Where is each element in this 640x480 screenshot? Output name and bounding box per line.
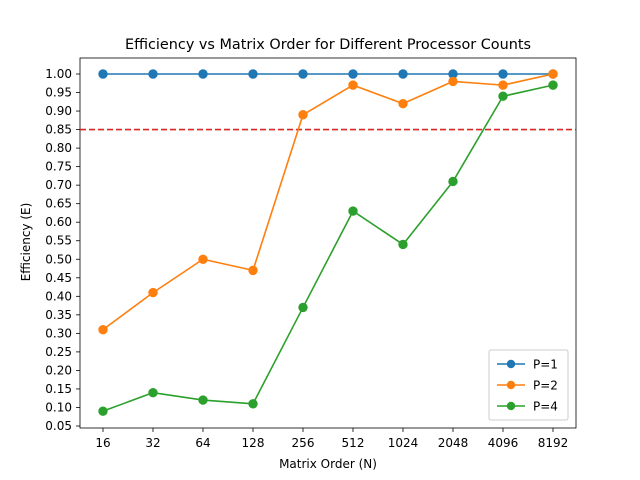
data-point (198, 254, 208, 264)
legend-label: P=4 (533, 400, 558, 414)
y-tick-label: 0.25 (45, 345, 72, 359)
y-axis-label: Efficiency (E) (19, 203, 33, 282)
data-point (98, 324, 108, 335)
x-tick-label: 2048 (438, 436, 469, 450)
x-tick-label: 128 (242, 436, 265, 450)
data-point (348, 206, 358, 216)
data-point (298, 110, 308, 120)
data-point (448, 176, 458, 187)
y-tick-label: 0.10 (45, 400, 72, 414)
y-tick-label: 0.80 (45, 141, 72, 155)
x-tick-label: 512 (342, 436, 365, 450)
data-point (248, 399, 258, 409)
axes-frame (79, 57, 577, 429)
y-tick-label: 0.40 (45, 289, 72, 303)
y-tick-label: 0.60 (45, 215, 72, 229)
series-line-P=2 (102, 73, 554, 331)
legend-marker (506, 380, 516, 390)
data-point (398, 98, 408, 109)
legend-marker (506, 359, 516, 369)
chart-title: Efficiency vs Matrix Order for Different… (125, 37, 531, 53)
y-tick-label: 1.00 (45, 67, 72, 81)
x-tick-label: 256 (292, 436, 315, 450)
y-tick-label: 0.75 (45, 160, 72, 174)
data-point (98, 69, 108, 79)
x-tick-label: 4096 (488, 436, 519, 450)
data-point (148, 287, 158, 298)
data-point (298, 69, 308, 79)
x-tick-label: 16 (95, 436, 110, 450)
data-point (398, 69, 408, 79)
legend-label: P=1 (533, 358, 558, 372)
y-tick-label: 0.05 (45, 419, 72, 433)
x-axis-label: Matrix Order (N) (279, 457, 377, 471)
legend-marker (506, 401, 516, 411)
data-point (298, 302, 308, 313)
legend-label: P=2 (533, 379, 558, 393)
y-tick-label: 0.15 (45, 382, 72, 396)
y-tick-label: 0.85 (45, 123, 72, 137)
y-tick-label: 0.35 (45, 308, 72, 322)
y-tick-label: 0.90 (45, 104, 72, 118)
data-point (198, 69, 208, 79)
data-point (498, 69, 508, 79)
series-line-P=4 (102, 84, 554, 412)
data-point (498, 91, 508, 101)
legend: P=1 P=2 P=4 (488, 349, 569, 421)
data-point (248, 69, 258, 79)
data-point (448, 76, 458, 87)
y-tick-label: 0.65 (45, 197, 72, 211)
y-tick-label: 0.20 (45, 363, 72, 377)
y-tick-label: 0.30 (45, 326, 72, 340)
data-point (348, 69, 358, 79)
y-tick-label: 0.45 (45, 271, 72, 285)
data-point (148, 69, 158, 79)
y-tick-label: 0.70 (45, 178, 72, 192)
data-point (148, 387, 158, 398)
data-point (348, 80, 358, 90)
data-point (548, 80, 558, 90)
plot-area: 16 32 64 128 256 512 1024 2048 4096 8192 0.05 0.10 0… (45, 57, 577, 450)
data-point (98, 406, 108, 416)
data-point (198, 395, 208, 405)
data-point (548, 69, 558, 79)
data-point (498, 80, 508, 90)
data-point (398, 239, 408, 250)
x-tick-label: 32 (145, 436, 160, 450)
x-tick-label: 64 (195, 436, 210, 450)
x-tick-label: 8192 (538, 436, 569, 450)
x-tick-label: 1024 (388, 436, 419, 450)
y-tick-label: 0.55 (45, 234, 72, 248)
y-tick-label: 0.95 (45, 86, 72, 100)
data-point (248, 265, 258, 276)
y-tick-label: 0.50 (45, 252, 72, 266)
